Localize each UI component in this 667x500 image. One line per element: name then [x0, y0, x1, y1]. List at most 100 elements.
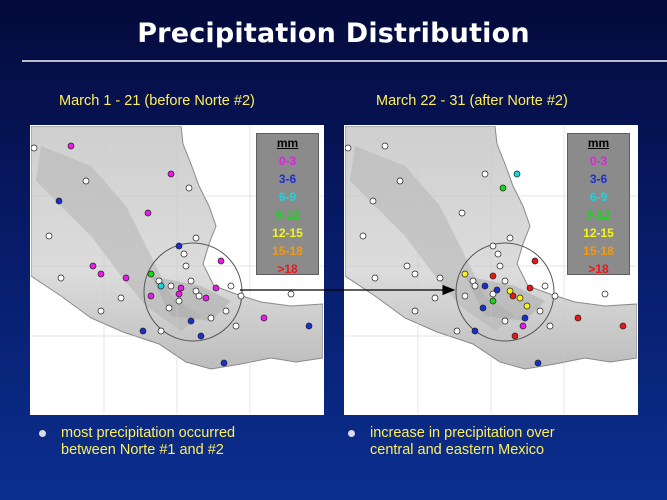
- station-marker: [411, 307, 419, 315]
- station-marker: [147, 270, 155, 278]
- station-marker: [403, 262, 411, 270]
- station-marker: [546, 322, 554, 330]
- station-marker: [479, 304, 487, 312]
- legend-class-1: 3-6: [278, 172, 297, 186]
- station-marker: [82, 177, 90, 185]
- station-marker: [501, 317, 509, 325]
- legend-class-3: 9-12: [275, 208, 300, 222]
- station-marker: [458, 209, 466, 217]
- station-marker: [461, 292, 469, 300]
- station-marker: [501, 277, 509, 285]
- station-marker: [411, 270, 419, 278]
- station-marker: [287, 290, 295, 298]
- focus-circle: [143, 242, 243, 342]
- focus-circle: [455, 242, 555, 342]
- station-marker: [453, 327, 461, 335]
- station-marker: [180, 250, 188, 258]
- legend-class-3: 9-12: [586, 208, 611, 222]
- right-panel-caption: March 22 - 31 (after Norte #2): [376, 93, 568, 109]
- station-marker: [117, 294, 125, 302]
- station-marker: [489, 297, 497, 305]
- legend-class-1: 3-6: [589, 172, 608, 186]
- station-marker: [526, 284, 534, 292]
- legend-class-5: 15-18: [272, 244, 303, 258]
- station-marker: [187, 317, 195, 325]
- station-marker: [222, 307, 230, 315]
- station-marker: [481, 282, 489, 290]
- station-marker: [521, 314, 529, 322]
- station-marker: [227, 282, 235, 290]
- left-panel-caption: March 1 - 21 (before Norte #2): [59, 93, 255, 109]
- station-marker: [144, 209, 152, 217]
- station-marker: [212, 284, 220, 292]
- legend-class-5: 15-18: [583, 244, 614, 258]
- station-marker: [523, 302, 531, 310]
- station-marker: [359, 232, 367, 240]
- station-marker: [157, 327, 165, 335]
- station-marker: [122, 274, 130, 282]
- right-bullet: increase in precipitation over central a…: [348, 425, 555, 459]
- station-marker: [220, 359, 228, 367]
- station-marker: [147, 292, 155, 300]
- left-precip-map: mm 0-3 3-6 6-9 9-12 12-15 15-18 >18: [30, 125, 324, 415]
- left-bullet-line-1: most precipitation occurred: [61, 425, 236, 441]
- station-marker: [202, 294, 210, 302]
- station-marker: [177, 284, 185, 292]
- station-marker: [195, 292, 203, 300]
- station-marker: [506, 234, 514, 242]
- station-marker: [511, 332, 519, 340]
- station-marker: [207, 314, 215, 322]
- station-marker: [494, 250, 502, 258]
- right-bullet-line-2: central and eastern Mexico: [370, 442, 545, 458]
- station-marker: [57, 274, 65, 282]
- left-legend: mm 0-3 3-6 6-9 9-12 12-15 15-18 >18: [256, 133, 319, 276]
- station-marker: [551, 292, 559, 300]
- station-marker: [192, 287, 200, 295]
- right-precip-map: mm 0-3 3-6 6-9 9-12 12-15 15-18 >18: [344, 125, 638, 415]
- left-bullet-line-2: between Norte #1 and #2: [61, 442, 224, 458]
- station-marker: [139, 327, 147, 335]
- station-marker: [89, 262, 97, 270]
- station-marker: [232, 322, 240, 330]
- legend-class-4: 12-15: [272, 226, 303, 240]
- right-legend: mm 0-3 3-6 6-9 9-12 12-15 15-18 >18: [567, 133, 630, 276]
- station-marker: [496, 262, 504, 270]
- legend-class-6: >18: [277, 262, 298, 276]
- page-title: Precipitation Distribution: [137, 18, 530, 49]
- station-marker: [381, 142, 389, 150]
- title-divider: [22, 60, 667, 62]
- station-marker: [534, 359, 542, 367]
- station-marker: [536, 307, 544, 315]
- station-marker: [619, 322, 627, 330]
- station-marker: [461, 270, 469, 278]
- legend-class-0: 0-3: [589, 154, 608, 168]
- station-marker: [175, 297, 183, 305]
- legend-unit: mm: [276, 136, 299, 150]
- station-marker: [187, 277, 195, 285]
- station-marker: [371, 274, 379, 282]
- station-markers: [31, 142, 313, 367]
- station-marker: [513, 170, 521, 178]
- station-marker: [192, 234, 200, 242]
- station-marker: [396, 177, 404, 185]
- legend-class-2: 6-9: [589, 190, 608, 204]
- bullet-dot: [348, 430, 355, 437]
- station-marker: [489, 290, 497, 298]
- station-markers: [345, 142, 627, 367]
- station-marker: [499, 184, 507, 192]
- station-marker: [167, 170, 175, 178]
- legend-class-4: 12-15: [583, 226, 614, 240]
- station-marker: [541, 282, 549, 290]
- left-bullet: most precipitation occurred between Nort…: [39, 425, 236, 459]
- station-marker: [489, 272, 497, 280]
- station-marker: [516, 294, 524, 302]
- station-marker: [601, 290, 609, 298]
- station-marker: [67, 142, 75, 150]
- station-marker: [55, 197, 63, 205]
- station-marker: [345, 144, 352, 152]
- bullet-dot: [39, 430, 46, 437]
- station-marker: [217, 257, 225, 265]
- station-marker: [45, 232, 53, 240]
- station-marker: [182, 262, 190, 270]
- station-marker: [175, 242, 183, 250]
